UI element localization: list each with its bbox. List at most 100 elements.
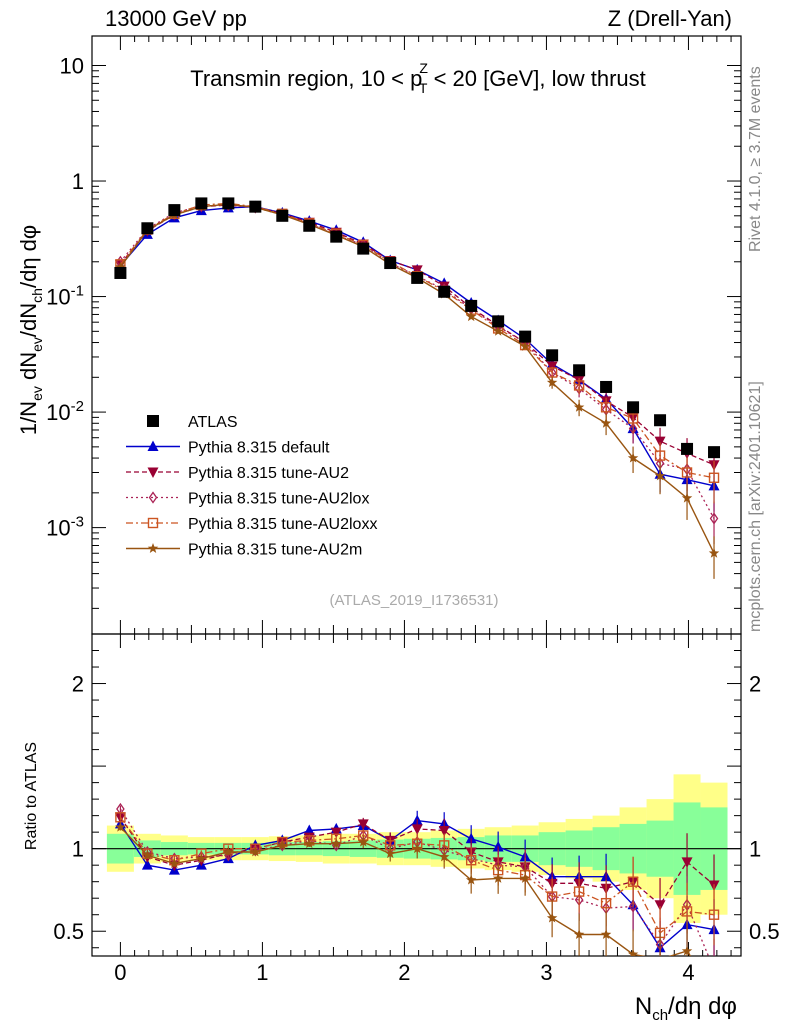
ratio-data-point	[681, 945, 693, 956]
ratio-data-point	[627, 876, 639, 887]
legend-marker	[147, 543, 159, 553]
legend-marker	[147, 467, 159, 478]
ratio-data-point	[659, 953, 661, 956]
legend-entry-0: ATLAS	[147, 414, 238, 431]
legend-marker	[147, 440, 159, 451]
series-line	[119, 204, 715, 519]
ratio-frame	[91, 633, 742, 957]
data-point	[195, 197, 208, 210]
x-tick-label: 3	[540, 960, 552, 985]
data-point	[546, 349, 559, 362]
data-point	[384, 257, 397, 270]
main-y-tick-label: 10-2	[46, 398, 84, 425]
data-point	[654, 414, 667, 427]
ratio-data-point	[141, 859, 153, 870]
data-point	[681, 492, 693, 503]
ratio-data-point	[411, 824, 423, 835]
series-0	[114, 197, 721, 459]
x-tick-label: 4	[682, 960, 694, 985]
data-point	[141, 222, 154, 235]
ratio-data-point	[573, 886, 585, 897]
data-point	[492, 315, 505, 328]
data-point	[357, 242, 370, 255]
legend-label: Pythia 8.315 tune-AU2	[188, 465, 349, 482]
ratio-data-point	[681, 857, 693, 868]
ratio-data-point	[627, 948, 639, 956]
legend-entry-3: Pythia 8.315 tune-AU2lox	[126, 491, 369, 508]
data-point	[115, 261, 126, 272]
reference-analysis-label: (ATLAS_2019_I1736531)	[329, 592, 498, 609]
ratio-data-point	[196, 853, 207, 864]
data-point	[573, 401, 585, 412]
data-point	[654, 470, 666, 481]
ratio-data-point	[628, 900, 638, 913]
data-point	[546, 377, 558, 388]
ratio-y-tick-label-left: 0.5	[53, 919, 84, 944]
ratio-y-tick-label-right: 2	[749, 672, 761, 697]
ratio-data-point	[277, 839, 288, 850]
data-point	[492, 325, 504, 336]
chart-title: Transmin region, 10 < pZ T < 20 [GeV], lo…	[190, 60, 646, 96]
ratio-data-point	[711, 964, 718, 974]
legend-label: Pythia 8.315 default	[188, 440, 330, 457]
data-point	[681, 467, 693, 478]
rivet-version-label: Rivet 4.1.0, ≥ 3.7M events	[747, 66, 764, 252]
process-label: Z (Drell-Yan)	[608, 6, 732, 31]
legend-marker	[148, 491, 158, 504]
ratio-data-point	[169, 858, 180, 868]
ratio-data-point	[438, 826, 450, 837]
ratio-plot-axes: 0.5 0.5 1 1 2 2 0 1 2 3 4	[53, 633, 780, 985]
ratio-data-point	[331, 838, 342, 849]
main-plot-axes: 10-3 10-2 10-1 1 10	[46, 35, 742, 635]
legend-label: Pythia 8.315 tune-AU2loxx	[188, 516, 377, 533]
ratio-data-point	[465, 874, 477, 885]
ratio-data-point	[438, 851, 450, 862]
ratio-data-point	[115, 821, 126, 832]
ratio-data-point	[708, 909, 720, 920]
ratio-data-point	[142, 849, 153, 860]
ratio-data-point	[385, 848, 396, 859]
legend-entry-4: Pythia 8.315 tune-AU2loxx	[126, 516, 377, 533]
main-y-tick-label: 1	[72, 169, 84, 194]
ratio-y-tick-label-right: 1	[749, 837, 761, 862]
data-point	[654, 436, 666, 448]
ratio-data-point	[250, 846, 261, 857]
data-point	[573, 364, 586, 377]
data-point	[519, 330, 532, 343]
data-point	[708, 472, 720, 483]
data-point	[654, 450, 666, 461]
legend-label: Pythia 8.315 tune-AU2lox	[188, 491, 369, 508]
main-y-axis-label: 1/Nev dNev/dNch/dη dφ	[16, 225, 45, 435]
ratio-y-axis-label: Ratio to ATLAS	[23, 742, 40, 850]
ratio-y-tick-label-left: 1	[72, 837, 84, 862]
data-point	[627, 452, 639, 463]
ratio-data-point	[411, 843, 423, 854]
data-point	[519, 340, 531, 351]
data-point	[168, 204, 181, 217]
data-point	[249, 200, 262, 213]
ratio-data-point	[654, 900, 666, 911]
data-point	[573, 380, 585, 391]
series-4	[115, 198, 720, 504]
legend-marker	[147, 517, 159, 529]
data-point	[465, 311, 477, 322]
ratio-data-point	[303, 824, 315, 836]
x-tick-label: 1	[256, 960, 268, 985]
legend-entry-2: Pythia 8.315 tune-AU2	[126, 465, 349, 482]
legend: ATLAS Pythia 8.315 default Pythia 8.315 tu…	[126, 414, 377, 559]
legend-label: Pythia 8.315 tune-AU2m	[188, 542, 362, 559]
ratio-data-point	[519, 872, 531, 883]
ratio-data-point	[600, 929, 612, 939]
main-y-tick-label: 10	[60, 53, 84, 78]
main-plot-series	[114, 197, 721, 579]
ratio-data-point	[546, 912, 558, 923]
data-point	[627, 401, 640, 414]
data-point	[600, 402, 612, 413]
data-point	[276, 209, 289, 222]
ratio-data-point	[304, 838, 315, 849]
ratio-data-point	[492, 841, 504, 852]
main-y-tick-label: 10-1	[46, 283, 84, 310]
data-point	[411, 271, 424, 284]
data-point	[708, 547, 720, 558]
